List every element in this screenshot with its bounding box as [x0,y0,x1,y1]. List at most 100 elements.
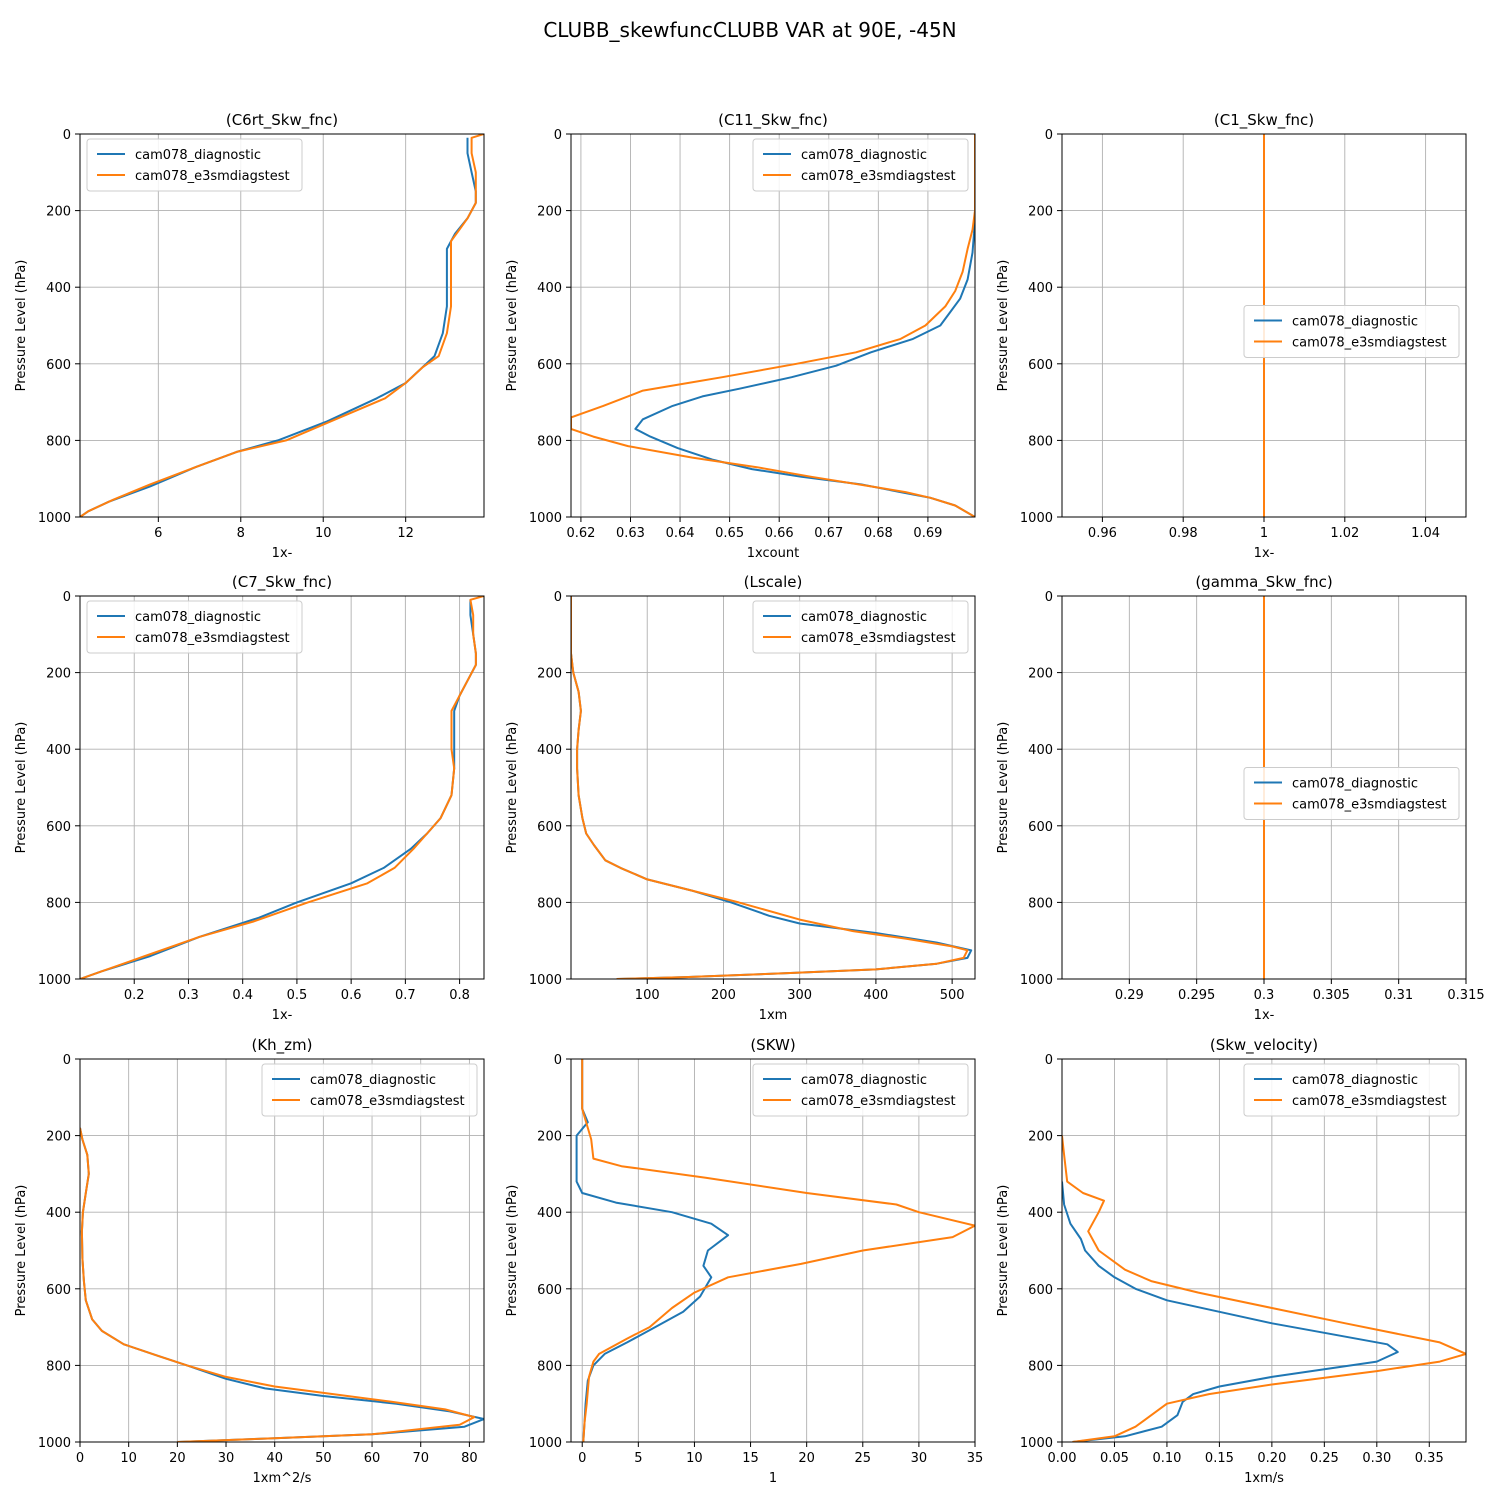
subplot-6: 0.29 0.295 0.3 0.305 0.31 0.315 0 200 400 600 800 1… [996,573,1485,1023]
subplot-title: (C7_Skw_fnc) [232,573,332,592]
legend: cam078_diagnostic cam078_e3smdiagstest [1243,305,1460,358]
x-tick-label: 1.02 [1330,526,1359,541]
series-line-cam078_e3smdiagstest [80,596,484,979]
y-tick-label: 1000 [38,1436,71,1451]
legend-box [752,600,969,654]
legend-label: cam078_diagnostic [135,148,261,163]
legend-label: cam078_e3smdiagstest [801,1094,956,1109]
y-tick-label: 0 [554,128,562,143]
x-tick-label: 30 [911,1451,928,1466]
legend-box [1243,767,1460,820]
y-tick-label: 600 [46,820,71,835]
legend-label: cam078_e3smdiagstest [135,169,290,184]
y-axis-label: Pressure Level (hPa) [505,1185,520,1317]
y-tick-label: 1000 [38,511,71,526]
y-axis-label: Pressure Level (hPa) [14,1185,29,1317]
x-axis-label: 1x- [272,546,293,561]
x-tick-label: 0.6 [341,988,362,1003]
y-tick-label: 600 [537,820,562,835]
x-tick-label: 0.62 [566,526,595,541]
legend: cam078_diagnostic cam078_e3smdiagstest [1243,767,1460,820]
x-tick-label: 0.05 [1100,1451,1129,1466]
x-tick-label: 0.15 [1205,1451,1234,1466]
x-tick-label: 0.69 [913,526,942,541]
x-tick-label: 10 [686,1451,703,1466]
subplot-title: (C6rt_Skw_fnc) [226,111,338,130]
x-tick-label: 0 [76,1451,84,1466]
x-tick-label: 30 [218,1451,235,1466]
y-tick-label: 800 [537,434,562,449]
subplot-title: (C11_Skw_fnc) [718,111,828,130]
y-axis-label: Pressure Level (hPa) [505,722,520,854]
y-tick-label: 1000 [1020,973,1053,988]
axes-frame [79,133,485,518]
y-tick-label: 400 [537,1206,562,1221]
x-tick-label: 6 [154,526,162,541]
y-tick-label: 0 [1045,590,1053,605]
y-tick-label: 600 [537,1283,562,1298]
y-tick-label: 400 [46,281,71,296]
legend-box [752,138,969,192]
y-tick-label: 200 [1028,1130,1053,1145]
x-tick-label: 0.66 [765,526,794,541]
series-line-cam078_e3smdiagstest [80,134,484,517]
y-tick-label: 200 [46,1130,71,1145]
y-tick-label: 800 [46,896,71,911]
legend-label: cam078_diagnostic [1292,777,1418,792]
x-tick-label: 0.98 [1169,526,1198,541]
x-tick-label: 0.3 [1254,988,1275,1003]
x-tick-label: 25 [855,1451,872,1466]
x-tick-label: 0.00 [1048,1451,1077,1466]
x-tick-label: 0.10 [1152,1451,1181,1466]
y-tick-label: 400 [46,1206,71,1221]
y-tick-label: 200 [537,1130,562,1145]
x-tick-label: 0.5 [287,988,308,1003]
y-tick-label: 600 [1028,358,1053,373]
x-tick-label: 0.63 [616,526,645,541]
x-axis-label: 1x- [272,1008,293,1023]
x-axis-label: 1x- [1254,1008,1275,1023]
legend-label: cam078_e3smdiagstest [1292,1094,1447,1109]
x-axis-label: 1 [769,1471,777,1486]
legend-box [261,1063,478,1117]
y-tick-label: 200 [46,667,71,682]
y-tick-label: 0 [63,590,71,605]
y-axis-label: Pressure Level (hPa) [14,722,29,854]
legend: cam078_diagnostic cam078_e3smdiagstest [261,1063,478,1117]
x-tick-label: 0.30 [1362,1451,1391,1466]
x-tick-label: 20 [169,1451,186,1466]
y-tick-label: 800 [537,896,562,911]
x-tick-label: 10 [315,526,332,541]
y-tick-label: 1000 [1020,1436,1053,1451]
x-tick-label: 0.315 [1447,988,1484,1003]
series-line-cam078_diagnostic [80,137,477,517]
x-tick-label: 0.305 [1313,988,1350,1003]
figure-suptitle: CLUBB_skewfuncCLUBB VAR at 90E, -45N [543,18,956,42]
series-line-cam078_e3smdiagstest [571,596,969,979]
legend: cam078_diagnostic cam078_e3smdiagstest [752,138,969,192]
y-tick-label: 600 [537,358,562,373]
y-axis-label: Pressure Level (hPa) [505,260,520,392]
legend-box [86,600,303,654]
x-tick-label: 300 [787,988,812,1003]
x-tick-label: 0.65 [715,526,744,541]
subplot-title: (C1_Skw_fnc) [1214,111,1314,130]
subplot-title: (Kh_zm) [251,1036,312,1055]
y-tick-label: 400 [1028,743,1053,758]
x-tick-label: 35 [967,1451,984,1466]
legend: cam078_diagnostic cam078_e3smdiagstest [752,600,969,654]
y-tick-label: 400 [46,743,71,758]
legend: cam078_diagnostic cam078_e3smdiagstest [86,600,303,654]
legend-box [86,138,303,192]
series-line-cam078_diagnostic [80,1127,484,1442]
x-tick-label: 0.68 [864,526,893,541]
x-tick-label: 0.25 [1310,1451,1339,1466]
subplot-8: 0 5 10 15 20 25 30 35 0 200 400 600 800 1000 (SKW) 1 Pre… [505,1036,983,1486]
subplot-title: (Skw_velocity) [1210,1036,1318,1055]
x-tick-label: 0 [578,1451,586,1466]
axes-frame [570,133,976,518]
legend-box [1243,305,1460,358]
y-tick-label: 0 [63,128,71,143]
legend-label: cam078_e3smdiagstest [310,1094,465,1109]
